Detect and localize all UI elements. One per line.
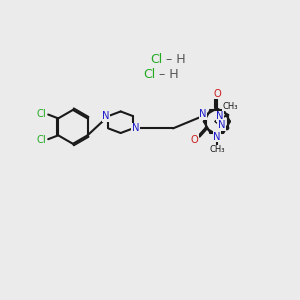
Text: Cl: Cl bbox=[143, 68, 155, 81]
Text: Cl: Cl bbox=[150, 52, 162, 66]
Text: N: N bbox=[216, 111, 224, 121]
Text: – H: – H bbox=[162, 52, 186, 66]
Text: N: N bbox=[218, 120, 225, 130]
Text: – H: – H bbox=[155, 68, 179, 81]
Text: N: N bbox=[131, 123, 139, 134]
Text: Cl: Cl bbox=[36, 109, 46, 119]
Text: CH₃: CH₃ bbox=[222, 102, 238, 111]
Text: N: N bbox=[200, 109, 207, 119]
Text: N: N bbox=[102, 111, 110, 121]
Text: N: N bbox=[213, 132, 220, 142]
Text: O: O bbox=[191, 135, 199, 145]
Text: O: O bbox=[213, 89, 221, 99]
Text: Cl: Cl bbox=[36, 135, 46, 145]
Text: CH₃: CH₃ bbox=[209, 146, 225, 154]
